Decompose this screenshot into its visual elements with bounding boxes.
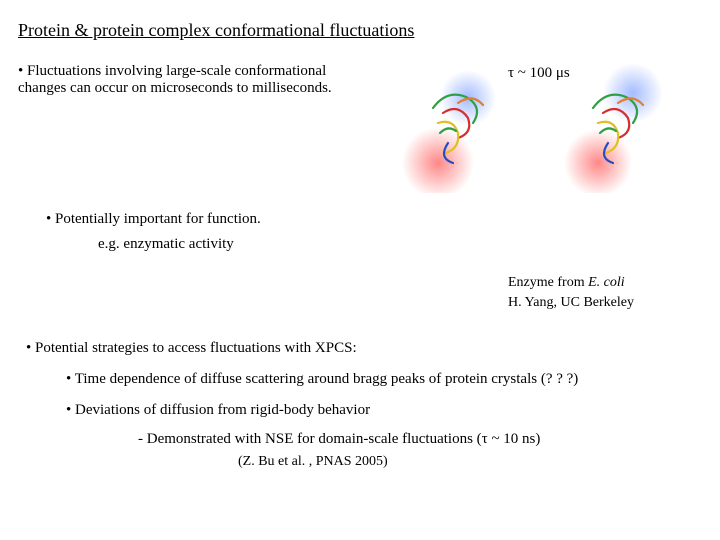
citation: (Z. Bu et al. , PNAS 2005) bbox=[238, 454, 702, 470]
bullet-function: • Potentially important for function. bbox=[46, 211, 702, 228]
slide-title: Protein & protein complex conformational… bbox=[18, 20, 702, 41]
figure-caption: Enzyme from E. coli H. Yang, UC Berkeley bbox=[508, 273, 702, 312]
caption-line-2: H. Yang, UC Berkeley bbox=[508, 293, 702, 313]
bullet-enzymatic: e.g. enzymatic activity bbox=[98, 236, 702, 253]
bullet-deviations: • Deviations of diffusion from rigid-bod… bbox=[66, 402, 702, 419]
caption-species: E. coli bbox=[588, 275, 625, 290]
protein-figure: τ ~ 100 μs bbox=[398, 63, 702, 193]
caption-enzyme-text: Enzyme from bbox=[508, 275, 588, 290]
strategies-section: • Potential strategies to access fluctua… bbox=[18, 340, 702, 470]
row-1: • Fluctuations involving large-scale con… bbox=[18, 63, 702, 193]
bullet-strategies: • Potential strategies to access fluctua… bbox=[26, 340, 702, 357]
bullet-fluctuations: • Fluctuations involving large-scale con… bbox=[18, 63, 378, 97]
caption-line-1: Enzyme from E. coli bbox=[508, 273, 702, 293]
bullet-time-dependence: • Time dependence of diffuse scattering … bbox=[66, 371, 702, 388]
protein-illustration bbox=[398, 63, 688, 193]
bullet-nse: - Demonstrated with NSE for domain-scale… bbox=[138, 431, 702, 448]
